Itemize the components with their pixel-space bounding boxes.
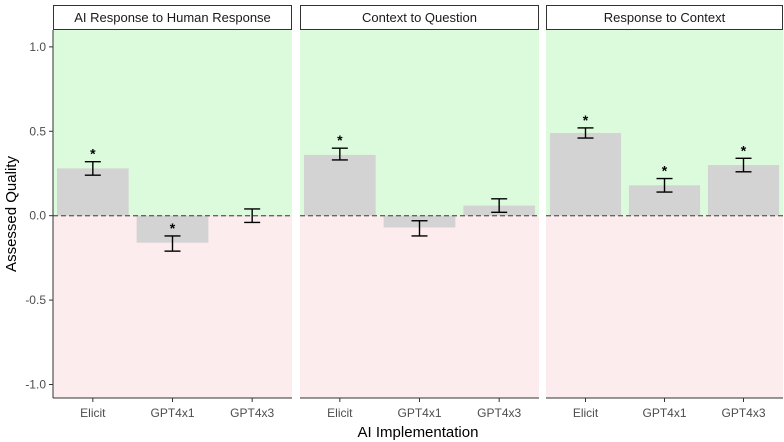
bar xyxy=(56,168,129,216)
bar xyxy=(707,165,780,216)
x-tick-label: GPT4x1 xyxy=(397,406,441,420)
panel-title: AI Response to Human Response xyxy=(74,10,271,25)
x-tick-label: GPT4x3 xyxy=(477,406,521,420)
bar xyxy=(549,132,622,216)
significance-star: * xyxy=(337,132,343,148)
x-tick-label: Elicit xyxy=(80,406,106,420)
panel-title: Context to Question xyxy=(362,10,477,25)
y-tick-label: 0.5 xyxy=(29,124,46,138)
x-tick-label: GPT4x3 xyxy=(230,406,274,420)
x-tick-label: Elicit xyxy=(573,406,599,420)
x-axis-title: AI Implementation xyxy=(358,424,479,441)
y-tick-label: 0.0 xyxy=(29,209,46,223)
negative-region xyxy=(300,215,539,398)
y-axis-title: Assessed Quality xyxy=(3,156,20,272)
y-tick-label: 1.0 xyxy=(29,40,46,54)
panel-strip xyxy=(53,5,292,30)
panel-strip xyxy=(300,5,539,30)
significance-star: * xyxy=(583,112,589,128)
y-tick-label: -0.5 xyxy=(25,293,46,307)
panel-strip xyxy=(546,5,783,30)
x-tick-label: Elicit xyxy=(327,406,353,420)
x-tick-label: GPT4x1 xyxy=(150,406,194,420)
significance-star: * xyxy=(662,163,668,179)
panel-title: Response to Context xyxy=(604,10,726,25)
significance-star: * xyxy=(170,220,176,236)
significance-star: * xyxy=(741,142,747,158)
significance-star: * xyxy=(90,146,96,162)
x-tick-label: GPT4x3 xyxy=(721,406,765,420)
bar xyxy=(303,154,376,216)
y-tick-label: -1.0 xyxy=(25,377,46,391)
x-tick-label: GPT4x1 xyxy=(642,406,686,420)
negative-region xyxy=(546,215,783,398)
